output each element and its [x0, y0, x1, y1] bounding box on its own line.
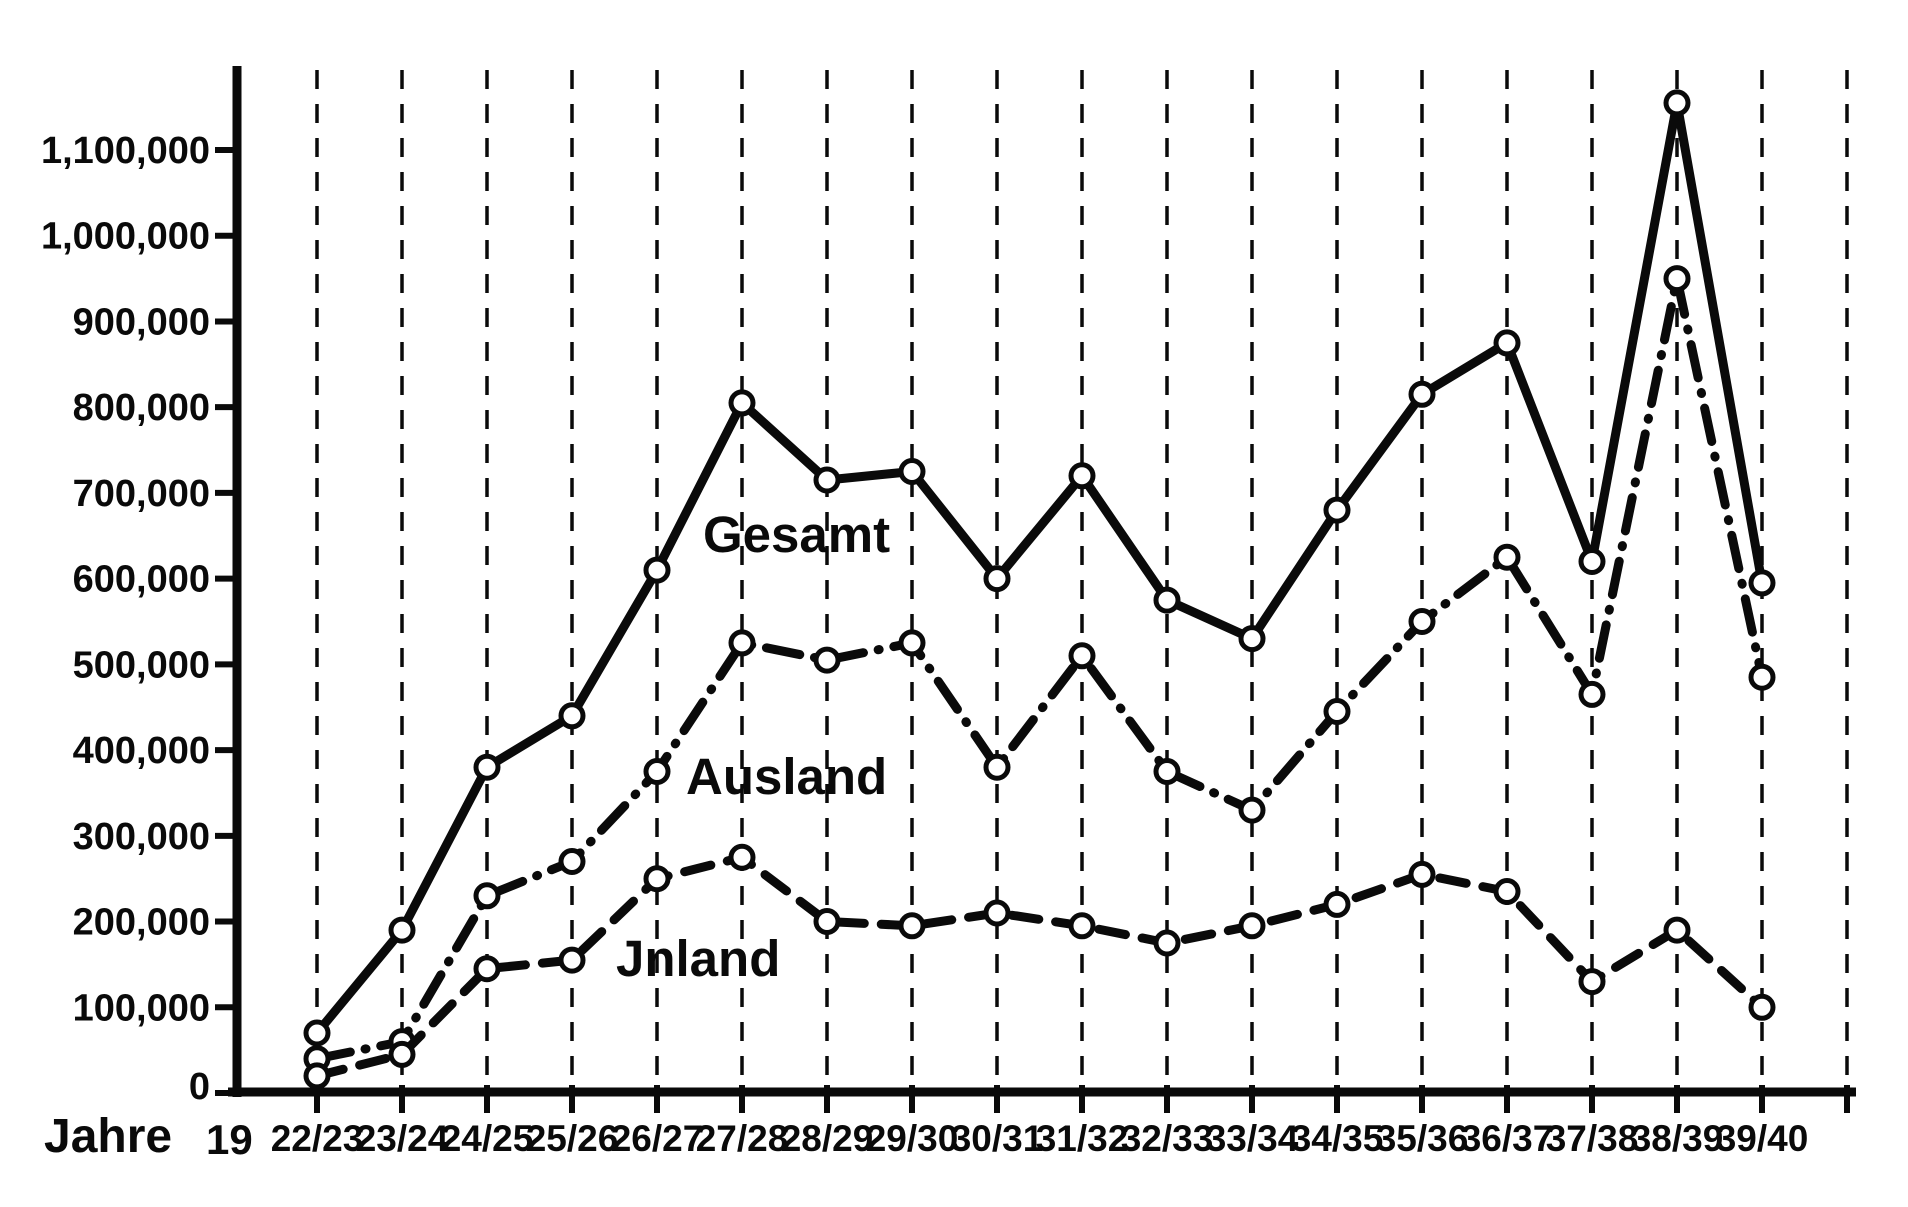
- x-axis-tick-label: 26/27: [611, 1118, 704, 1159]
- x-axis-tick-label: 24/25: [441, 1118, 534, 1159]
- series-jnland-point: [1578, 968, 1606, 996]
- series-gesamt-point: [1408, 380, 1436, 408]
- x-axis-title: Jahre: [44, 1110, 172, 1163]
- series-gesamt-point: [728, 389, 756, 417]
- y-axis-tick-label: 200,000: [73, 902, 210, 944]
- series-jnland-point: [303, 1062, 331, 1090]
- series-jnland-point: [1663, 916, 1691, 944]
- x-axis-tick-label: 23/24: [356, 1118, 449, 1159]
- x-axis-tick-label: 29/30: [866, 1118, 959, 1159]
- y-axis-tick-label: 300,000: [73, 816, 210, 858]
- y-axis-tick-label: 700,000: [73, 473, 210, 515]
- series-jnland-point: [473, 955, 501, 983]
- x-axis-tick-label: 28/29: [781, 1118, 874, 1159]
- x-axis-tick-label: 33/34: [1206, 1118, 1299, 1159]
- series-gesamt-point: [1068, 462, 1096, 490]
- series-gesamt-point: [983, 565, 1011, 593]
- series-label-jnland: Jnland: [616, 930, 780, 987]
- series-gesamt-point: [898, 458, 926, 485]
- x-axis-tick-label: 31/32: [1036, 1118, 1129, 1159]
- series-ausland-point: [898, 629, 926, 657]
- series-jnland-point: [1238, 912, 1266, 940]
- axes: 0 100,000 200,000 300,000 400,000 500,000 600,…: [41, 66, 1856, 1163]
- series-ausland-point: [728, 629, 756, 657]
- series-gesamt-point: [1323, 496, 1351, 524]
- series-gesamt-point: [1578, 548, 1606, 575]
- series-ausland-point: [1323, 698, 1351, 725]
- series-ausland-line: [312, 274, 1767, 1064]
- x-axis-tick-label: 36/37: [1461, 1118, 1554, 1159]
- x-axis-tick-label: 22/23: [271, 1118, 364, 1159]
- x-axis-tick-label: 27/28: [696, 1118, 789, 1159]
- series-ausland-point: [983, 753, 1011, 781]
- series-label-ausland: Ausland: [686, 748, 887, 805]
- series-ausland-point: [1748, 663, 1776, 691]
- series-jnland-point: [388, 1040, 416, 1068]
- y-axis-tick-label: 500,000: [73, 644, 210, 686]
- y-axis-tick-label: 800,000: [73, 387, 210, 429]
- series-gesamt-point: [1493, 329, 1521, 357]
- x-axis-tick-label: 39/40: [1716, 1118, 1809, 1159]
- series-ausland-point: [1408, 608, 1436, 635]
- y-axis-tick-label: 1,100,000: [41, 130, 210, 172]
- x-axis-tick-label: 32/33: [1121, 1118, 1214, 1159]
- x-axis-tick-label: 25/26: [526, 1118, 619, 1159]
- series-jnland-point: [1153, 929, 1181, 957]
- series-gesamt-line: [312, 98, 1767, 1038]
- series-ausland-point: [1238, 796, 1266, 824]
- series-gesamt-point: [558, 702, 586, 730]
- series-label-gesamt: Gesamt: [703, 506, 890, 563]
- series-ausland-point: [1493, 543, 1521, 571]
- series-jnland-line: [312, 852, 1767, 1081]
- series-jnland-point: [1408, 860, 1436, 888]
- series-ausland: Ausland: [303, 265, 1776, 1073]
- series-jnland-point: [898, 912, 926, 940]
- series-jnland-point: [1323, 890, 1351, 918]
- series-gesamt-point: [388, 916, 416, 944]
- series-gesamt-point: [1663, 89, 1691, 117]
- y-axis-tick-label: 1,000,000: [41, 216, 210, 258]
- x-axis-century-prefix: 19: [206, 1116, 253, 1163]
- x-axis-tick-label: 34/35: [1291, 1118, 1384, 1159]
- x-axis-tick-label: 35/36: [1376, 1118, 1469, 1159]
- series-jnland-point: [558, 946, 586, 974]
- series-ausland-point: [643, 758, 671, 785]
- y-axis-tick-label: 0: [189, 1066, 210, 1108]
- series-ausland-point: [558, 848, 586, 875]
- x-axis-tick-label: 30/31: [951, 1118, 1044, 1159]
- series-jnland: Jnland: [303, 843, 1776, 1090]
- series-gesamt-point: [1238, 625, 1266, 653]
- series-gesamt-point: [1153, 586, 1181, 614]
- series-gesamt: Gesamt: [303, 89, 1776, 1047]
- series-gesamt-point: [643, 556, 671, 584]
- series-ausland-point: [813, 646, 841, 674]
- y-axis-tick-label: 900,000: [73, 301, 210, 343]
- y-axis-tick-label: 600,000: [73, 559, 210, 601]
- x-axis-tick-label: 38/39: [1631, 1118, 1724, 1159]
- series-ausland-point: [1068, 642, 1096, 670]
- series-gesamt-point: [813, 466, 841, 494]
- series-gesamt-point: [473, 753, 501, 781]
- series-jnland-point: [728, 843, 756, 871]
- series-jnland-point: [1748, 993, 1776, 1021]
- y-axis-tick-label: 400,000: [73, 730, 210, 772]
- series-jnland-point: [1493, 878, 1521, 905]
- series-ausland-point: [473, 882, 501, 910]
- series-gesamt-point: [303, 1019, 331, 1047]
- series-ausland-point: [1663, 265, 1691, 293]
- series-jnland-point: [983, 899, 1011, 927]
- series-jnland-point: [643, 865, 671, 893]
- y-axis-tick-label: 100,000: [73, 987, 210, 1029]
- series-gesamt-point: [1748, 569, 1776, 597]
- x-axis-tick-label: 37/38: [1546, 1118, 1639, 1159]
- series-jnland-point: [1068, 912, 1096, 940]
- series-ausland-point: [1578, 680, 1606, 708]
- series-ausland-point: [1153, 758, 1181, 785]
- series-jnland-point: [813, 908, 841, 935]
